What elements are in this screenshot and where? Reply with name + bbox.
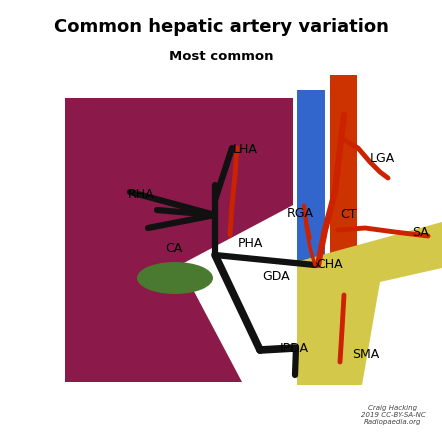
Text: GDA: GDA [262, 270, 290, 283]
Text: Craig Hacking
2019 CC-BY-SA-NC
Radiopaedia.org: Craig Hacking 2019 CC-BY-SA-NC Radiopaed… [361, 405, 425, 425]
Text: RGA: RGA [287, 207, 314, 220]
Text: SMA: SMA [352, 348, 379, 361]
Text: SA: SA [412, 226, 429, 239]
Bar [293, 90, 297, 385]
Text: LGA: LGA [370, 152, 395, 165]
Text: CT: CT [340, 208, 357, 221]
Polygon shape [180, 195, 312, 382]
Text: RHA: RHA [128, 188, 155, 201]
Text: CA: CA [165, 242, 182, 255]
Text: Most common: Most common [169, 50, 273, 63]
Bar [295, 90, 325, 385]
Text: PHA: PHA [238, 237, 263, 250]
Polygon shape [296, 222, 442, 385]
Text: CHA: CHA [316, 258, 343, 271]
Bar [330, 75, 357, 385]
Text: IPDA: IPDA [280, 342, 309, 355]
Text: Common hepatic artery variation: Common hepatic artery variation [53, 18, 389, 36]
Text: LHA: LHA [233, 143, 258, 156]
Ellipse shape [137, 262, 213, 294]
Polygon shape [65, 98, 312, 382]
